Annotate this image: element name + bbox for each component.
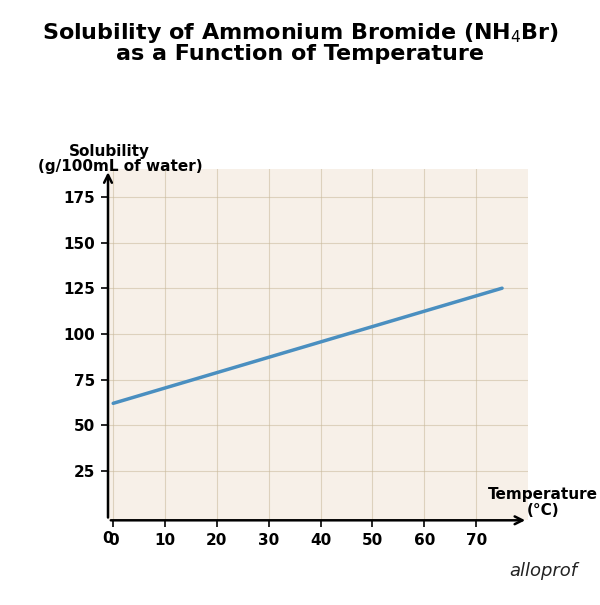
Text: alloprof: alloprof (509, 561, 577, 580)
Text: 0: 0 (103, 531, 113, 546)
Text: Solubility of Ammonium Bromide (NH$_4$Br): Solubility of Ammonium Bromide (NH$_4$Br… (41, 21, 559, 45)
Text: Temperature: Temperature (488, 487, 598, 502)
Text: as a Function of Temperature: as a Function of Temperature (116, 44, 484, 64)
Text: (g/100mL of water): (g/100mL of water) (38, 159, 202, 174)
Text: Solubility: Solubility (69, 144, 150, 159)
Text: (°C): (°C) (527, 503, 559, 518)
